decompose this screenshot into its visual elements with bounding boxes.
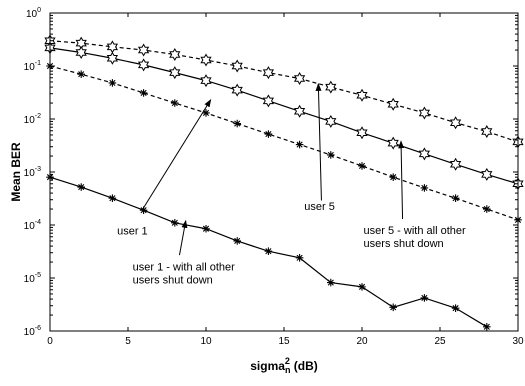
annotation-label: users shut down xyxy=(364,238,444,250)
x-tick-label: 10 xyxy=(200,336,212,347)
data-point xyxy=(325,114,337,128)
data-point xyxy=(387,136,399,150)
data-point xyxy=(325,80,337,94)
series-line-user1 xyxy=(49,47,519,185)
y-axis-title: Mean BER xyxy=(9,142,23,202)
data-point xyxy=(356,126,368,140)
data-point xyxy=(171,219,179,227)
data-point xyxy=(418,106,431,120)
data-point xyxy=(481,125,493,139)
series-line-user5 xyxy=(49,40,519,143)
y-tick-label: 10-1 xyxy=(24,60,41,73)
data-point xyxy=(77,183,85,191)
data-point xyxy=(233,237,241,245)
annotation-arrow xyxy=(141,98,212,211)
y-tick-label: 10-3 xyxy=(24,166,41,179)
data-point xyxy=(77,70,85,79)
data-point xyxy=(327,151,335,159)
data-point xyxy=(231,59,243,73)
data-point xyxy=(295,254,304,262)
data-point xyxy=(295,140,304,149)
x-tick-label: 30 xyxy=(512,336,524,347)
y-tick-label: 10-4 xyxy=(24,219,41,232)
data-point xyxy=(137,58,150,72)
annotation: user 5 xyxy=(304,82,335,213)
annotation-label: user 5 xyxy=(304,201,335,213)
data-point xyxy=(137,43,150,57)
data-point xyxy=(233,119,241,128)
data-point xyxy=(106,51,119,65)
data-point xyxy=(449,116,462,130)
annotation-arrow xyxy=(398,140,405,219)
data-point xyxy=(262,94,275,108)
data-point xyxy=(200,74,212,88)
y-tick-label: 100 xyxy=(26,7,41,20)
data-point xyxy=(171,99,179,107)
data-point xyxy=(202,224,210,233)
axes-layer: 0 5 10 15 20 25 30 100 10-1 10-2 10-3 10-4 10-5 10-6 xyxy=(24,7,524,347)
data-point xyxy=(262,66,275,80)
data-point xyxy=(481,167,493,181)
y-tick-label: 10-2 xyxy=(24,113,41,126)
data-point xyxy=(264,247,273,256)
plot-background xyxy=(50,13,518,331)
data-point xyxy=(231,83,243,97)
data-point xyxy=(389,303,397,312)
annotation-arrow xyxy=(315,82,322,201)
data-point xyxy=(169,66,181,80)
data-point xyxy=(420,294,429,302)
x-tick-label: 25 xyxy=(434,336,446,347)
annotation: user 1 xyxy=(117,98,212,238)
data-point xyxy=(358,162,366,170)
data-point xyxy=(389,173,397,181)
annotation-label: user 1 - with all other xyxy=(133,261,235,273)
annotation-arrow xyxy=(178,219,188,256)
data-point xyxy=(202,109,210,117)
annotation-label: user 5 - with all other xyxy=(364,225,466,237)
annotation-label: users shut down xyxy=(133,274,213,286)
data-point xyxy=(264,130,273,138)
data-point xyxy=(358,283,366,291)
x-tick-label: 15 xyxy=(278,336,290,347)
data-point xyxy=(451,194,460,203)
data-point xyxy=(483,205,491,213)
data-point xyxy=(293,104,306,118)
data-point xyxy=(356,88,368,102)
data-point xyxy=(108,79,117,87)
annotation-label: user 1 xyxy=(117,226,148,238)
data-point xyxy=(483,323,491,331)
data-point xyxy=(169,47,181,61)
data-point xyxy=(449,157,462,171)
data-point xyxy=(75,45,87,59)
x-axis-title: sigma2 n (dB) xyxy=(250,356,318,375)
data-point xyxy=(418,147,431,161)
data-point xyxy=(139,206,148,215)
series-layer xyxy=(44,34,524,331)
data-point xyxy=(200,53,212,67)
x-tick-label: 0 xyxy=(47,336,53,347)
series-line-user5_alone xyxy=(49,65,519,221)
y-tick-label: 10-5 xyxy=(24,272,41,285)
x-tick-label: 20 xyxy=(356,336,368,347)
x-tick-label: 5 xyxy=(125,336,131,347)
data-point xyxy=(420,184,429,192)
y-tick-label: 10-6 xyxy=(24,325,41,338)
data-point xyxy=(108,194,117,203)
data-point xyxy=(387,97,399,111)
data-point xyxy=(139,89,148,97)
data-point xyxy=(293,72,306,86)
data-point xyxy=(451,304,460,312)
data-point xyxy=(327,278,335,287)
